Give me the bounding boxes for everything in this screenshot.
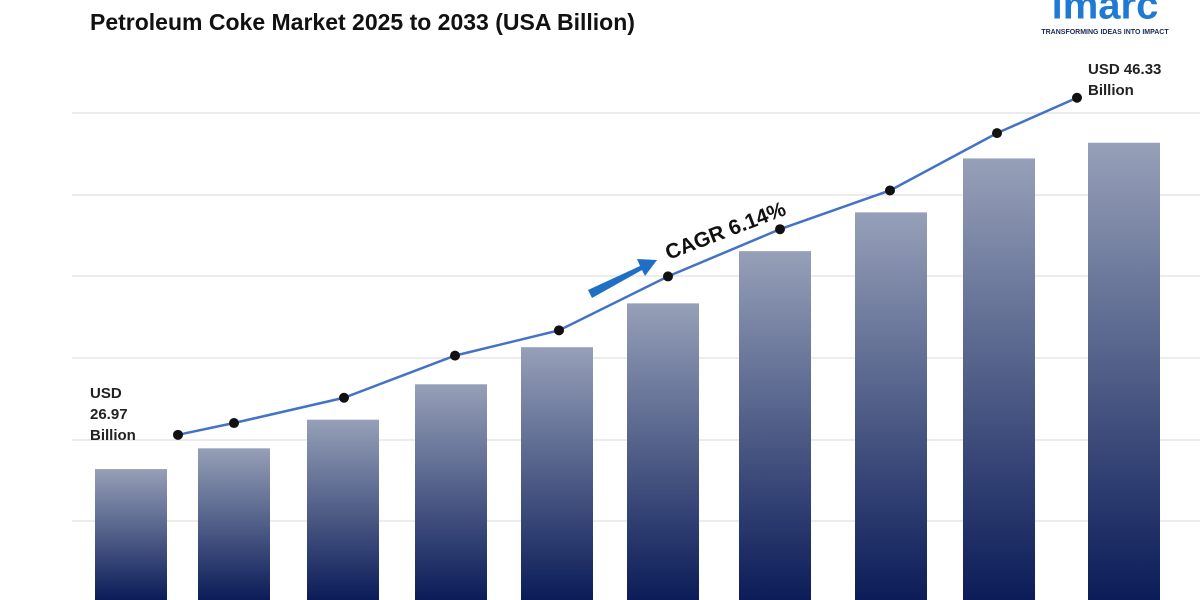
bar (1088, 142, 1160, 600)
trend-line (177, 96, 1078, 437)
cagr-arrow (588, 259, 657, 298)
bar (855, 212, 927, 600)
end-value-label: USD 46.33 Billion (1088, 61, 1162, 99)
bar (198, 448, 270, 600)
bar (963, 158, 1035, 600)
bar (627, 303, 699, 600)
trend-point (1072, 92, 1082, 103)
trend-point (663, 271, 673, 282)
bar (739, 251, 811, 600)
marks (95, 92, 1160, 600)
trend-point (339, 392, 349, 403)
trend-point (775, 224, 785, 235)
bar (415, 384, 487, 600)
bar (95, 469, 167, 600)
logo: imarc (1052, 0, 1159, 28)
chart-title: Petroleum Coke Market 2025 to 2033 (USA … (90, 9, 635, 35)
bar (307, 419, 379, 600)
logo-tagline: TRANSFORMING IDEAS INTO IMPACT (1041, 29, 1169, 36)
trend-point (450, 350, 460, 361)
trend-point (229, 418, 239, 429)
bar (521, 347, 593, 600)
trend-point (885, 185, 895, 196)
trend-point (173, 429, 183, 440)
start-value-label: USD 26.97 Billion (90, 385, 136, 444)
trend-point (992, 128, 1002, 139)
trend-point (554, 325, 564, 336)
